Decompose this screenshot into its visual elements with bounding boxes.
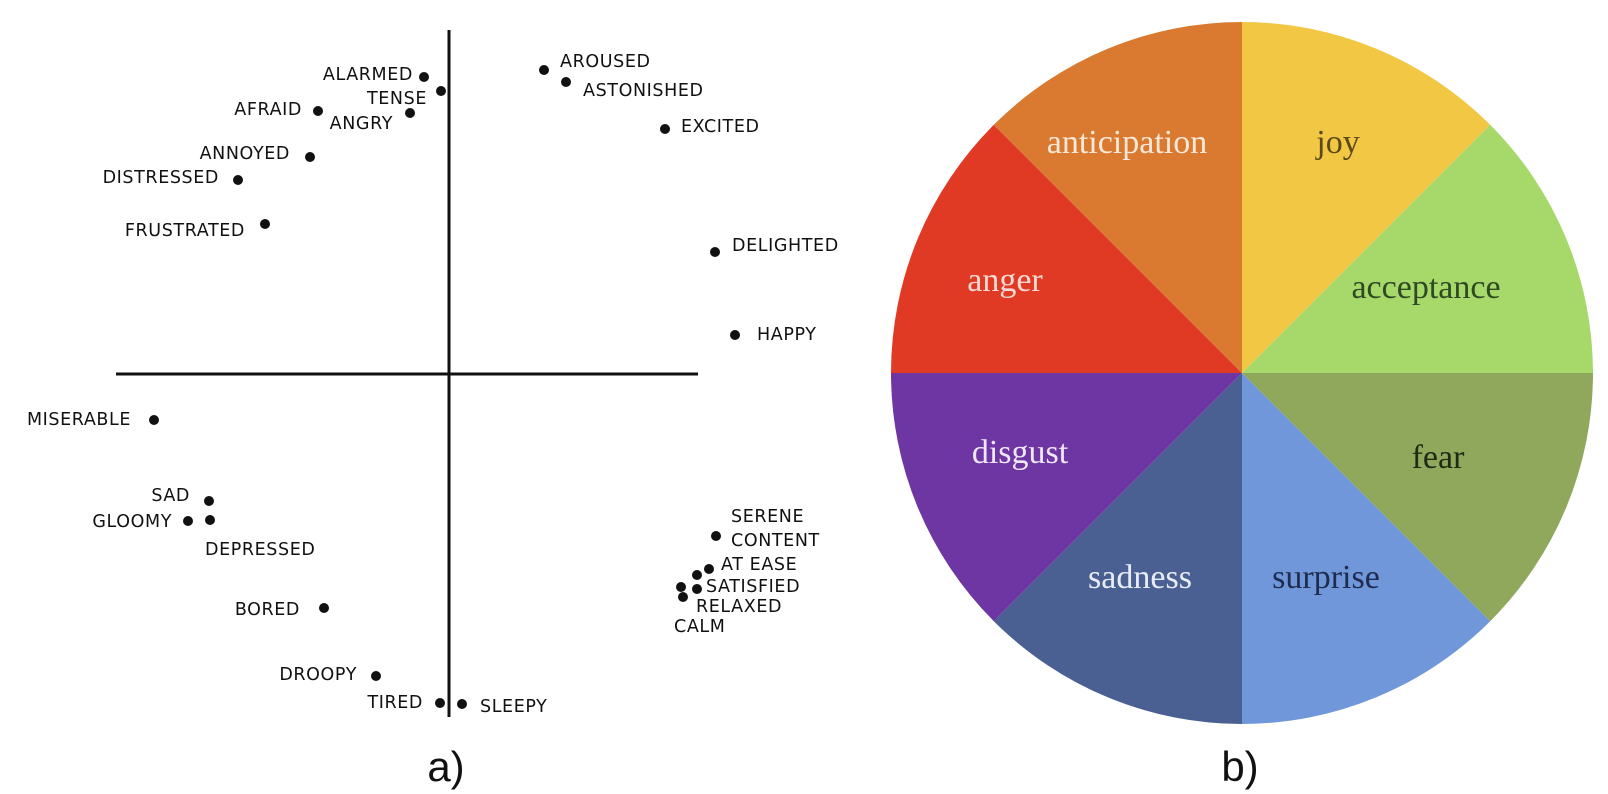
word-label-at-ease: AT EASE (721, 555, 797, 575)
word-label-astonished: ASTONISHED (583, 81, 704, 101)
wheel-label-acceptance: acceptance (1351, 269, 1500, 306)
wheel-slice-fear (1242, 373, 1593, 622)
word-dot-delighted (710, 247, 720, 257)
word-dot-tired (435, 698, 445, 708)
wheel-label-joy: joy (1315, 124, 1359, 161)
word-label-afraid: AFRAID (234, 100, 302, 120)
word-label-frustrated: FRUSTRATED (125, 221, 245, 241)
word-dot-bored (319, 603, 329, 613)
word-dot-alarmed (419, 72, 429, 82)
wheel-slice-anticipation (993, 22, 1242, 373)
word-dot-depressed (205, 515, 215, 525)
word-label-sleepy: SLEEPY (480, 697, 547, 717)
emotion-wheel: joy acceptance fear surprise sadness disgust a… (891, 22, 1593, 724)
word-dot-satisfied (676, 582, 686, 592)
word-dot-miserable (149, 415, 159, 425)
word-dot-excited (660, 124, 670, 134)
word-label-alarmed: ALARMED (323, 65, 413, 85)
word-dot-happy (730, 330, 740, 340)
panel-label-b: b) (1221, 743, 1258, 790)
word-dot-content (704, 564, 714, 574)
wheel-label-anger: anger (967, 262, 1043, 299)
word-dot-serene (711, 531, 721, 541)
wheel-slices (891, 22, 1593, 724)
wheel-slice-sadness (993, 373, 1242, 724)
word-label-aroused: AROUSED (560, 52, 651, 72)
wheel-label-sadness: sadness (1088, 559, 1192, 596)
word-dot-relaxed (692, 584, 702, 594)
word-dot-droopy (371, 671, 381, 681)
word-dot-sleepy (457, 699, 467, 709)
wheel-label-surprise: surprise (1272, 559, 1380, 596)
word-dot-angry (405, 108, 415, 118)
wheel-labels: joy acceptance fear surprise sadness disgust a… (967, 124, 1500, 596)
word-label-annoyed: ANNOYED (200, 144, 290, 164)
word-dot-sad (204, 496, 214, 506)
word-label-serene: SERENE (731, 507, 804, 527)
word-label-content: CONTENT (731, 531, 820, 551)
word-label-excited: EXCITED (681, 117, 760, 137)
word-dot-calm (678, 592, 688, 602)
wheel-slice-anger (891, 124, 1242, 374)
word-dot-annoyed (305, 152, 315, 162)
wheel-slice-disgust (891, 373, 1242, 622)
word-dot-gloomy (183, 516, 193, 526)
emotion-words: ALARMED TENSE AFRAID ANGRY ANNOYED DISTRESSED… (27, 52, 839, 717)
word-label-angry: ANGRY (330, 114, 393, 134)
word-dot-afraid (313, 106, 323, 116)
circumplex-panel: ALARMED TENSE AFRAID ANGRY ANNOYED DISTRESSED… (27, 30, 839, 717)
word-dot-distressed (233, 175, 243, 185)
word-label-calm: CALM (674, 617, 725, 637)
wheel-slice-acceptance (1242, 124, 1593, 374)
word-label-delighted: DELIGHTED (732, 236, 839, 256)
word-label-depressed: DEPRESSED (205, 540, 315, 560)
word-label-droopy: DROOPY (279, 665, 357, 685)
word-label-tense: TENSE (366, 89, 427, 109)
word-dot-astonished (561, 77, 571, 87)
wheel-slice-joy (1242, 22, 1491, 373)
word-label-happy: HAPPY (757, 325, 817, 345)
wheel-label-disgust: disgust (972, 434, 1069, 471)
word-label-distressed: DISTRESSED (103, 168, 219, 188)
word-dot-aroused (539, 65, 549, 75)
word-label-relaxed: RELAXED (696, 597, 782, 617)
word-dot-frustrated (260, 219, 270, 229)
word-label-sad: SAD (151, 486, 190, 506)
word-label-miserable: MISERABLE (27, 410, 131, 430)
word-dot-at-ease (692, 570, 702, 580)
wheel-label-anticipation: anticipation (1047, 124, 1208, 161)
wheel-label-fear: fear (1412, 439, 1466, 476)
wheel-slice-surprise (1242, 373, 1491, 724)
panel-label-a: a) (427, 743, 464, 790)
word-dot-tense (436, 86, 446, 96)
word-label-tired: TIRED (366, 693, 423, 713)
word-label-satisfied: SATISFIED (706, 577, 800, 597)
word-label-bored: BORED (235, 600, 300, 620)
word-label-gloomy: GLOOMY (92, 512, 172, 532)
